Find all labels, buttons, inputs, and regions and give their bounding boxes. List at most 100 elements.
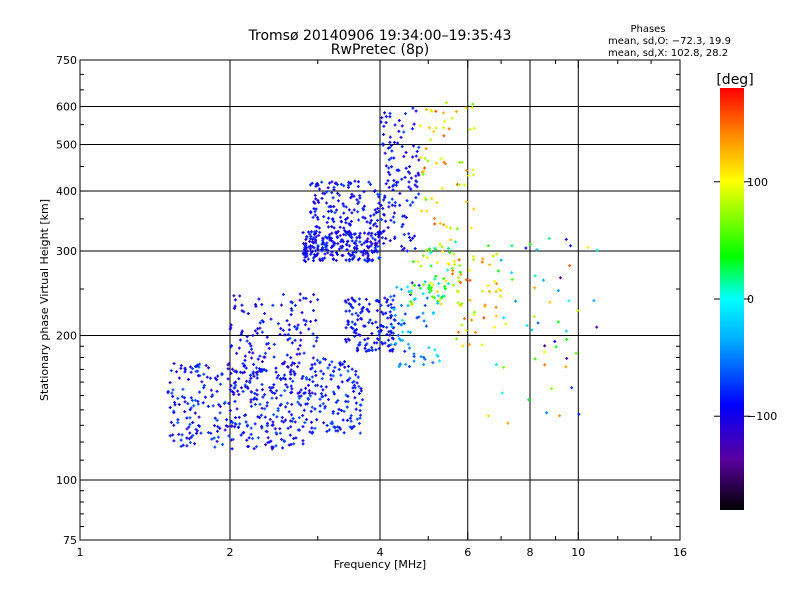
data-point — [389, 218, 393, 222]
data-point — [373, 232, 377, 236]
data-point — [190, 367, 194, 371]
data-point — [393, 200, 397, 204]
data-point — [344, 399, 348, 403]
data-point — [176, 397, 180, 401]
data-point — [256, 370, 260, 374]
data-point — [366, 254, 370, 258]
data-point — [335, 208, 339, 212]
data-point — [330, 191, 334, 195]
data-point — [258, 402, 262, 406]
data-point — [468, 278, 472, 282]
data-point — [269, 317, 273, 321]
data-point — [303, 248, 307, 252]
data-point — [391, 184, 395, 188]
data-point — [382, 212, 386, 216]
data-point — [420, 209, 424, 213]
data-point — [237, 346, 241, 350]
data-point — [452, 252, 456, 256]
data-point — [305, 418, 309, 422]
data-point — [458, 160, 462, 164]
data-point — [353, 179, 357, 183]
data-point — [341, 362, 345, 366]
data-point — [440, 186, 444, 190]
data-point — [326, 225, 330, 229]
data-point — [285, 385, 289, 389]
data-point — [291, 417, 295, 421]
data-point — [357, 421, 361, 425]
data-point — [375, 218, 379, 222]
data-point — [260, 303, 264, 307]
data-point — [314, 197, 318, 201]
data-point — [472, 313, 476, 317]
data-point — [486, 244, 490, 248]
data-point — [468, 127, 472, 131]
data-point — [292, 437, 296, 441]
data-point — [532, 315, 536, 319]
data-point — [398, 191, 402, 195]
data-point — [272, 342, 276, 346]
data-point — [197, 365, 201, 369]
data-point — [260, 426, 264, 430]
data-point — [433, 246, 437, 250]
data-point — [188, 416, 192, 420]
data-point — [502, 316, 506, 320]
data-point — [312, 293, 316, 297]
data-point — [210, 437, 214, 441]
data-point — [193, 364, 197, 368]
data-point — [413, 283, 417, 287]
data-point — [424, 248, 428, 252]
data-point — [337, 407, 341, 411]
data-point — [319, 385, 323, 389]
data-point — [315, 215, 319, 219]
data-point — [271, 420, 275, 424]
data-point — [383, 151, 387, 155]
data-point — [300, 377, 304, 381]
data-point — [345, 418, 349, 422]
data-point — [332, 220, 336, 224]
data-point — [389, 295, 393, 299]
data-point — [359, 387, 363, 391]
data-point — [357, 297, 361, 301]
data-point — [447, 127, 451, 131]
colorbar-tick-label: 0 — [747, 293, 754, 306]
data-point — [331, 217, 335, 221]
data-point — [390, 149, 394, 153]
data-point — [353, 322, 357, 326]
data-point — [278, 427, 282, 431]
data-point — [321, 258, 325, 262]
data-point — [255, 388, 259, 392]
data-point — [379, 329, 383, 333]
data-point — [249, 344, 253, 348]
data-point — [433, 348, 437, 352]
data-point — [444, 279, 448, 283]
data-point — [298, 352, 302, 356]
data-point — [237, 425, 241, 429]
data-point — [408, 330, 412, 334]
data-point — [259, 413, 263, 417]
data-point — [290, 413, 294, 417]
data-point — [190, 398, 194, 402]
data-point — [331, 196, 335, 200]
data-point — [329, 373, 333, 377]
data-point — [355, 198, 359, 202]
data-point — [332, 205, 336, 209]
data-point — [341, 418, 345, 422]
data-point — [191, 421, 195, 425]
data-point — [274, 396, 278, 400]
data-point — [499, 258, 503, 262]
data-point — [227, 401, 231, 405]
data-point — [338, 234, 342, 238]
data-point — [252, 447, 256, 451]
data-point — [320, 377, 324, 381]
data-point — [357, 218, 361, 222]
data-point — [172, 411, 176, 415]
info-line-o: mean, sd,O: −72.3, 19.9 — [608, 36, 731, 47]
data-point — [188, 431, 192, 435]
data-point — [356, 210, 360, 214]
data-point — [169, 369, 173, 373]
data-point — [321, 395, 325, 399]
data-point — [366, 336, 370, 340]
data-point — [306, 257, 310, 261]
data-point — [384, 182, 388, 186]
